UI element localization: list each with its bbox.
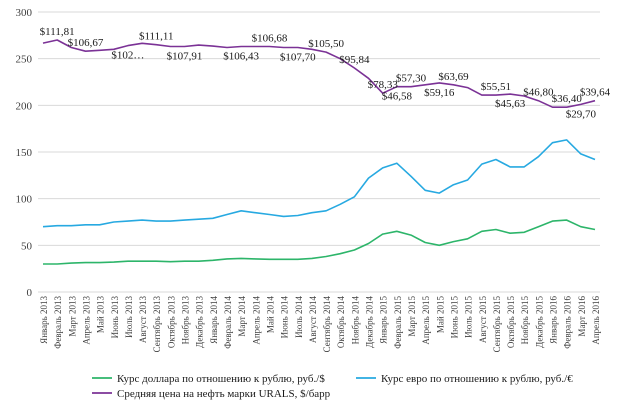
x-tick-label: Апрель 2014 <box>251 296 261 345</box>
x-tick-label: Июнь 2015 <box>449 296 459 339</box>
grid-lines <box>38 11 600 293</box>
x-tick-label: Февраль 2014 <box>223 296 233 349</box>
x-tick-label: Май 2013 <box>96 296 106 334</box>
x-tick-label: Май 2015 <box>435 296 445 334</box>
x-tick-label: Июль 2014 <box>294 296 304 338</box>
data-label: $102… <box>111 50 144 62</box>
x-tick-label: Апрель 2013 <box>81 296 91 345</box>
series-line-2 <box>42 39 596 108</box>
y-tick-label: 300 <box>16 7 33 19</box>
data-label: $57,30 <box>396 73 427 85</box>
data-label: $106,43 <box>223 51 259 63</box>
x-tick-label: Ноябрь 2014 <box>350 296 360 345</box>
x-tick-label: Март 2014 <box>237 296 247 337</box>
x-tick-label: Октябрь 2013 <box>166 296 176 349</box>
x-tick-label: Сентябрь 2013 <box>152 296 162 353</box>
x-tick-label: Май 2014 <box>265 296 275 334</box>
series-line-0 <box>43 219 596 265</box>
x-axis: Январь 2013 Февраль 2013 Март 2013 Апрель 2… <box>39 296 601 353</box>
x-tick-label: Апрель 2015 <box>421 296 431 345</box>
data-label: $107,70 <box>280 51 316 63</box>
data-label: $78,33 <box>368 79 399 91</box>
y-tick-label: 200 <box>16 100 33 112</box>
x-tick-label: Июль 2015 <box>464 296 474 338</box>
legend: Курс доллара по отношению к рублю, руб./… <box>92 373 573 400</box>
data-label: $36,40 <box>552 93 583 105</box>
x-tick-label: Ноябрь 2013 <box>181 296 191 345</box>
x-tick-label: Август 2013 <box>138 296 148 344</box>
y-tick-label: 100 <box>16 194 33 206</box>
data-label: $111,81 <box>40 26 75 38</box>
x-tick-label: Март 2016 <box>577 296 587 337</box>
data-label: $46,58 <box>382 91 413 103</box>
y-tick-label: 50 <box>21 240 33 252</box>
data-label: $63,69 <box>438 71 469 83</box>
y-axis: 0 50 100 150 200 250 300 <box>16 7 33 299</box>
data-label: $39,64 <box>580 87 611 99</box>
x-tick-label: Февраль 2015 <box>393 296 403 349</box>
data-label: $55,51 <box>481 81 511 93</box>
data-labels: $111,81$106,67 $102… $111,11 $107,91 $106,43… <box>40 26 611 120</box>
x-tick-label: Декабрь 2013 <box>195 296 205 348</box>
data-label: $105,50 <box>308 38 344 50</box>
y-tick-label: 250 <box>16 54 33 66</box>
x-tick-label: Январь 2013 <box>39 296 49 344</box>
x-tick-label: Февраль 2016 <box>563 296 573 349</box>
series-line-1 <box>42 139 596 228</box>
legend-label-0: Курс доллара по отношению к рублю, руб./… <box>117 373 325 385</box>
x-tick-label: Ноябрь 2015 <box>520 296 530 345</box>
data-label: $29,70 <box>566 108 597 120</box>
x-tick-label: Июнь 2014 <box>280 296 290 339</box>
x-tick-label: Апрель 2016 <box>591 296 601 345</box>
series-lines <box>42 39 596 265</box>
x-tick-label: Сентябрь 2014 <box>322 296 332 353</box>
x-tick-label: Декабрь 2015 <box>534 296 544 348</box>
x-tick-label: Сентябрь 2015 <box>492 296 502 353</box>
x-tick-label: Март 2013 <box>67 296 77 337</box>
legend-label-1: Курс евро по отношению к рублю, руб./€ <box>381 373 573 385</box>
x-tick-label: Август 2015 <box>478 296 488 344</box>
y-tick-label: 150 <box>16 147 33 159</box>
data-label: $107,91 <box>167 51 203 63</box>
x-tick-label: Декабрь 2014 <box>365 296 375 348</box>
data-label: $46,80 <box>523 87 554 99</box>
x-tick-label: Февраль 2013 <box>53 296 63 349</box>
data-label: $106,67 <box>68 37 104 49</box>
data-label: $111,11 <box>139 31 174 43</box>
data-label: $59,16 <box>424 87 455 99</box>
data-label: $45,63 <box>495 98 526 110</box>
x-tick-label: Январь 2014 <box>209 296 219 344</box>
data-label: $95,84 <box>339 54 370 66</box>
x-tick-label: Январь 2015 <box>379 296 389 344</box>
legend-label-2: Средняя цена на нефть марки URALS, $/бар… <box>117 388 331 400</box>
y-tick-label: 0 <box>27 287 33 299</box>
x-tick-label: Октябрь 2014 <box>336 296 346 349</box>
x-tick-label: Январь 2016 <box>549 296 559 344</box>
x-tick-label: Июнь 2013 <box>110 296 120 339</box>
x-tick-label: Март 2015 <box>407 296 417 337</box>
data-label: $106,68 <box>252 33 288 45</box>
x-tick-label: Август 2014 <box>308 296 318 344</box>
x-tick-label: Июль 2013 <box>124 296 134 338</box>
x-tick-label: Октябрь 2015 <box>506 296 516 349</box>
